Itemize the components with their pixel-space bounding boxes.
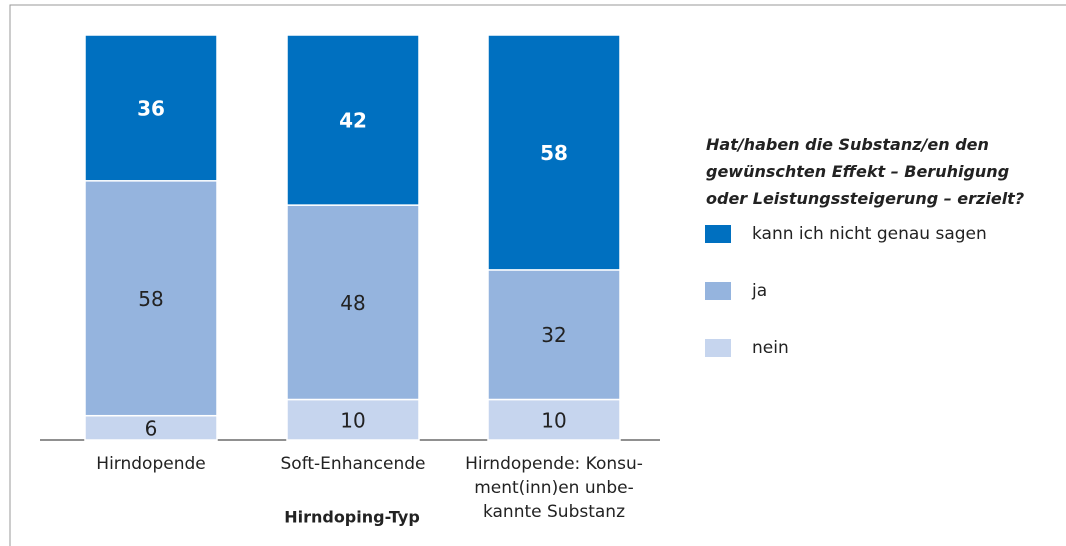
- bar-segment: [487, 398, 621, 441]
- bar-segment: [286, 398, 420, 441]
- bar-segment: [84, 414, 218, 441]
- legend-label: ja: [751, 281, 767, 301]
- legend-swatch: [705, 225, 731, 243]
- data-label: 32: [541, 323, 566, 347]
- legend-title: Hat/haben die Substanz/en den gewünschten…: [706, 135, 1024, 208]
- data-label: 36: [137, 96, 165, 120]
- data-label: 10: [541, 408, 566, 432]
- x-tick-label: Hirndopende: [96, 454, 205, 474]
- x-tick-label: Hirndopende: Konsu-ment(inn)en unbe-kann…: [465, 454, 643, 522]
- bar-segment: [286, 204, 420, 401]
- data-label: 6: [145, 416, 158, 440]
- bar-segment: [487, 269, 621, 401]
- legend-label: kann ich nicht genau sagen: [752, 224, 987, 244]
- legend-swatch: [705, 282, 731, 300]
- data-label: 10: [340, 408, 365, 432]
- frame: [9, 4, 1066, 546]
- legend-swatch: [705, 339, 731, 357]
- x-tick-label: Soft-Enhancende: [281, 454, 426, 474]
- bar-segment: [286, 34, 420, 206]
- bar-segment: [487, 34, 621, 271]
- x-axis-label: Hirndoping-Typ: [284, 508, 420, 527]
- data-label: 58: [540, 141, 568, 165]
- data-label: 48: [340, 291, 365, 315]
- bar-segment: [84, 34, 218, 182]
- data-label: 42: [339, 109, 367, 133]
- data-label: 58: [138, 287, 163, 311]
- legend-label: nein: [752, 338, 789, 358]
